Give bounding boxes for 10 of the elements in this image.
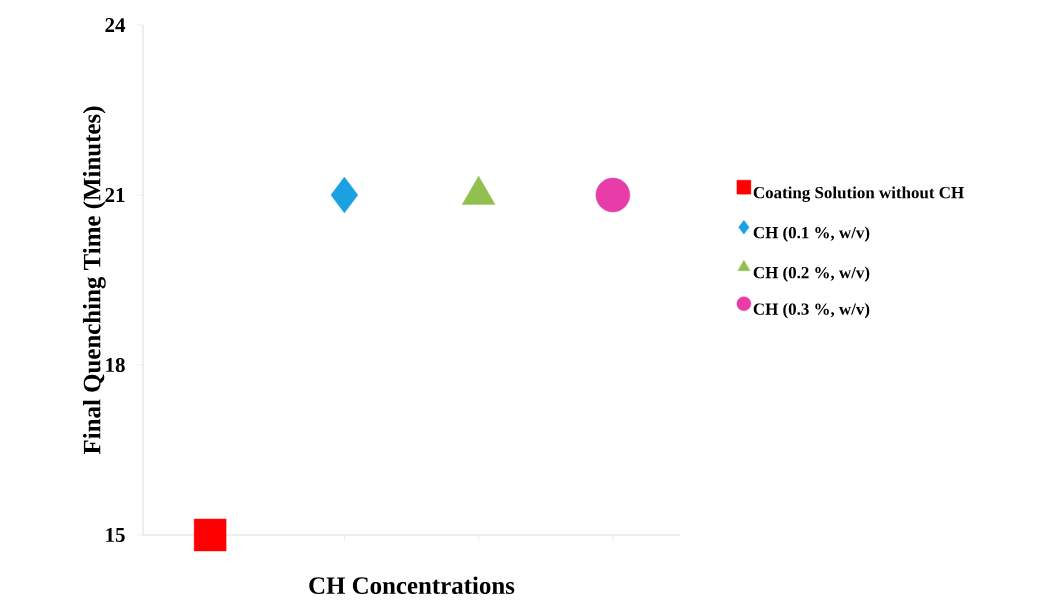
y-tick-label: 21 bbox=[105, 188, 125, 202]
y-tick-label: 15 bbox=[106, 527, 125, 542]
y-tick-label: 24 bbox=[105, 18, 126, 32]
legend-label: CH (0.2 %, w/v) bbox=[753, 266, 870, 282]
legend-label: Coating Solution without CH bbox=[753, 186, 964, 202]
legend-label: CH (0.3 %, w/v) bbox=[753, 302, 870, 319]
legend-label: CH (0.1 %, w/v) bbox=[753, 226, 870, 242]
y-tick-label: 18 bbox=[106, 357, 125, 373]
x-axis-title: CH Concentrations bbox=[309, 576, 515, 595]
y-axis-title: Final Quenching Time (Minutes) bbox=[82, 106, 106, 455]
